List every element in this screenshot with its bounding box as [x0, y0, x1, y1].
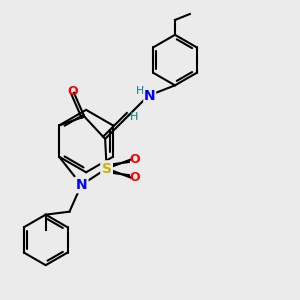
Text: S: S [102, 162, 112, 176]
Text: N: N [76, 178, 87, 192]
Text: H: H [136, 86, 144, 96]
Text: O: O [130, 171, 140, 184]
Text: O: O [67, 85, 78, 98]
Text: H: H [130, 112, 139, 122]
Text: N: N [144, 89, 155, 103]
Text: O: O [130, 153, 140, 166]
